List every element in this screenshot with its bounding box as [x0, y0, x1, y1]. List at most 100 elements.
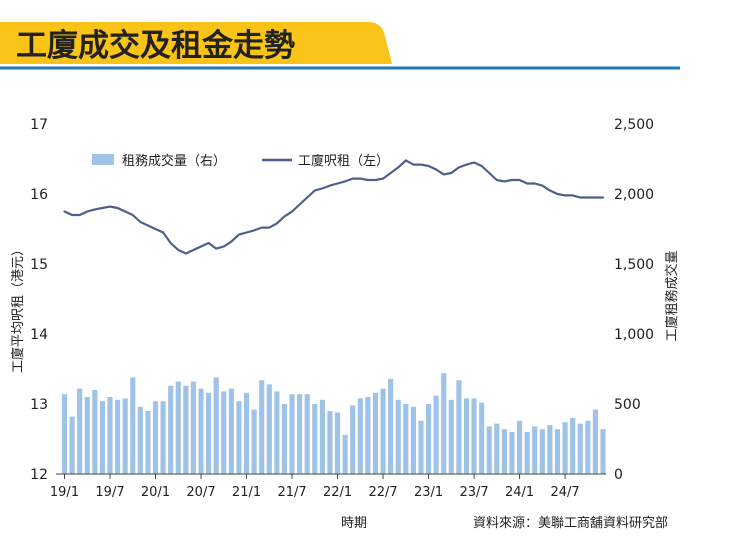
volume-bar: [160, 401, 166, 474]
volume-bar: [190, 381, 197, 474]
volume-bar: [372, 392, 379, 474]
volume-bar: [99, 401, 105, 474]
rent-line: [63, 159, 605, 255]
volume-bar: [403, 404, 409, 474]
y-tick-label-left: 16: [30, 187, 48, 203]
volume-bar: [448, 399, 454, 474]
volume-bar: [145, 411, 151, 474]
volume-bar: [77, 388, 83, 474]
volume-bar: [554, 429, 561, 474]
volume-bar: [509, 432, 515, 474]
volume-bar: [122, 398, 128, 474]
volume-bar: [380, 388, 386, 474]
volume-bar: [312, 404, 318, 474]
volume-bar: [365, 397, 371, 474]
volume-bar: [92, 390, 98, 474]
volume-bar: [471, 398, 477, 474]
x-tick-label: 19/1: [50, 485, 79, 500]
x-tick-label: 19/7: [95, 485, 124, 500]
volume-bar: [539, 429, 545, 474]
volume-bar: [84, 397, 90, 474]
volume-bar: [152, 401, 159, 474]
volume-bar: [388, 378, 394, 474]
x-tick-label: 21/1: [232, 485, 261, 500]
legend-swatch-volume: [92, 154, 114, 165]
y-tick-label-right: 2,000: [614, 187, 654, 203]
x-tick-label: 24/7: [550, 485, 579, 500]
volume-bar: [198, 388, 204, 474]
legend-label-volume: 租務成交量（右）: [122, 153, 226, 169]
volume-bar: [228, 388, 234, 474]
y-axis-right-label: 工廈租務成交量: [664, 250, 680, 341]
volume-bar: [425, 404, 432, 474]
volume-bar: [592, 409, 598, 474]
volume-bar: [516, 420, 523, 474]
y-tick-label-left: 12: [30, 467, 48, 483]
volume-bar: [494, 423, 500, 474]
volume-bar: [395, 399, 401, 474]
volume-bar: [562, 422, 568, 474]
y-tick-label-left: 13: [30, 397, 48, 413]
volume-bar: [357, 398, 363, 474]
volume-bar: [463, 398, 470, 474]
y-tick-label-right: 1,500: [614, 257, 654, 273]
y-tick-label-right: 0: [614, 467, 623, 483]
volume-bar: [600, 429, 606, 474]
volume-bar: [334, 412, 341, 474]
y-tick-label-left: 14: [30, 327, 48, 343]
volume-bar: [69, 416, 75, 474]
volume-bar: [547, 425, 553, 474]
x-axis-label: 時期: [341, 516, 367, 531]
chart-title: 工廈成交及租金走勢: [16, 28, 295, 64]
volume-bar: [266, 384, 272, 474]
volume-bar: [418, 420, 424, 474]
volume-bar: [61, 394, 68, 474]
volume-bar: [259, 380, 265, 474]
volume-bar: [577, 423, 583, 474]
volume-bar: [570, 418, 576, 474]
volume-bar: [206, 392, 212, 474]
volume-bar: [304, 394, 310, 474]
volume-bar: [130, 377, 136, 474]
volume-bar: [175, 381, 181, 474]
volume-bar: [479, 402, 485, 474]
x-tick-label: 22/1: [323, 485, 352, 500]
x-tick-label: 24/1: [505, 485, 534, 500]
y-axis-left-label: 工廈平均呎租（港元）: [10, 243, 26, 373]
legend-label-rent: 工廈呎租（左）: [298, 153, 389, 169]
volume-bars: [61, 373, 606, 474]
x-tick-label: 23/1: [414, 485, 443, 500]
volume-bar: [183, 385, 189, 474]
y-tick-label-left: 17: [30, 117, 48, 133]
volume-bar: [243, 392, 250, 474]
volume-bar: [501, 429, 507, 474]
volume-bar: [532, 426, 538, 474]
axes: 12 13 14 15 16 17 0 500 1,000 1,500 2,000 2,500 19/1…: [30, 117, 654, 500]
x-tick-label: 22/7: [368, 485, 397, 500]
volume-bar: [274, 391, 280, 474]
volume-bar: [115, 399, 121, 474]
x-tick-label: 21/7: [277, 485, 306, 500]
rent-line-layer: [63, 159, 605, 255]
x-tick-label: 20/1: [141, 485, 170, 500]
volume-bar: [107, 397, 113, 474]
volume-bar: [251, 409, 257, 474]
volume-bar: [213, 377, 219, 474]
volume-bar: [486, 426, 492, 474]
volume-bar: [281, 404, 288, 474]
title-banner: [0, 22, 392, 64]
volume-bar: [585, 420, 591, 474]
volume-bar: [410, 406, 416, 474]
x-tick-label: 23/7: [459, 485, 488, 500]
legend: 租務成交量（右） 工廈呎租（左）: [92, 153, 389, 169]
volume-bar: [342, 434, 348, 474]
y-tick-label-right: 1,000: [614, 327, 654, 343]
volume-bar: [289, 394, 295, 474]
volume-bar: [221, 391, 227, 474]
volume-bar: [524, 432, 530, 474]
x-tick-label: 20/7: [186, 485, 215, 500]
volume-bar: [236, 401, 242, 474]
volume-bar: [297, 394, 303, 474]
